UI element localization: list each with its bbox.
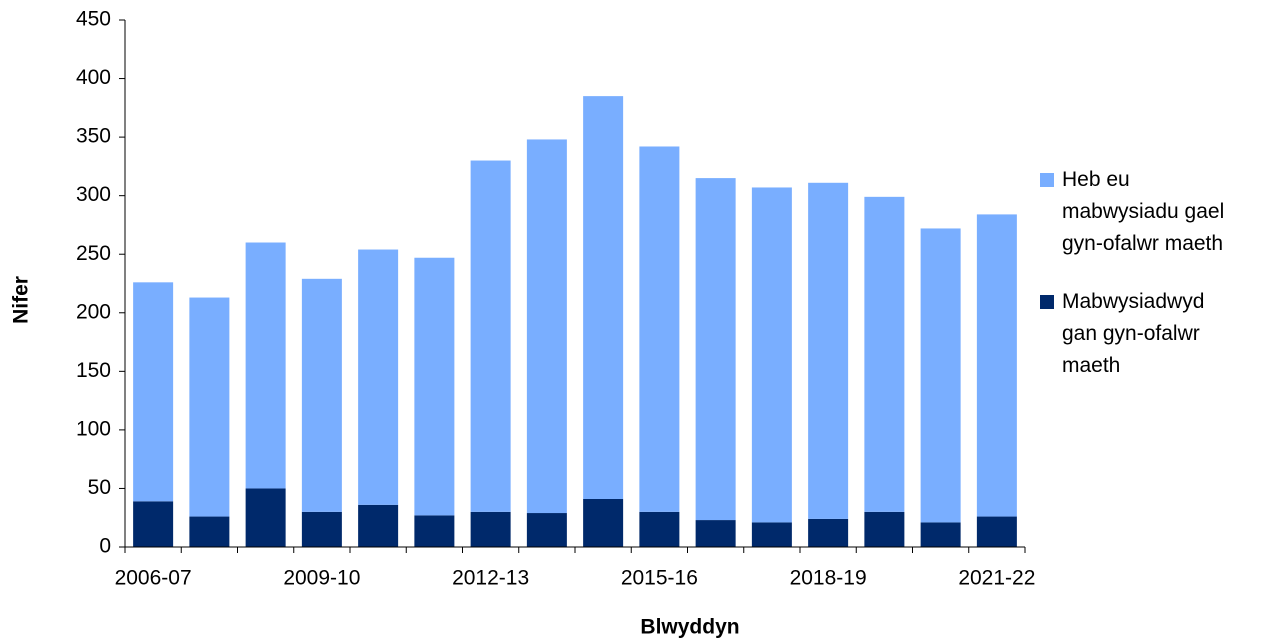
y-axis-label: Nifer <box>10 276 33 324</box>
legend-item: Mabwysiadwyd gan gyn-ofalwr maeth <box>1040 286 1245 382</box>
bar-segment <box>920 228 961 523</box>
bar-segment <box>301 511 342 547</box>
y-tick-label: 200 <box>76 300 111 323</box>
legend: Heb eu mabwysiadu gael gyn-ofalwr maeth M… <box>1040 164 1245 408</box>
legend-label: Heb eu mabwysiadu gael gyn-ofalwr maeth <box>1062 168 1225 255</box>
bar-segment <box>301 278 342 512</box>
bar-segment <box>189 297 230 517</box>
bar-segment <box>808 518 849 547</box>
bar-segment <box>695 520 736 547</box>
bar-segment <box>808 182 849 519</box>
x-tick-label: 2012-13 <box>452 567 529 590</box>
x-tick-label: 2021-22 <box>958 567 1035 590</box>
bar-segment <box>864 196 905 512</box>
bar-segment <box>639 146 680 512</box>
x-axis-label: Blwyddyn <box>640 616 739 639</box>
bar-segment <box>526 139 567 514</box>
bar-segment <box>245 242 286 489</box>
bar-segment <box>751 522 792 547</box>
x-tick-label: 2015-16 <box>621 567 698 590</box>
bar-segment <box>639 511 680 547</box>
bar-segment <box>470 160 511 512</box>
x-tick-label: 2018-19 <box>790 567 867 590</box>
legend-swatch <box>1040 173 1054 187</box>
bar-segment <box>583 498 624 547</box>
bar-segment <box>976 516 1017 547</box>
legend-item: Heb eu mabwysiadu gael gyn-ofalwr maeth <box>1040 164 1245 260</box>
legend-label: Mabwysiadwyd gan gyn-ofalwr maeth <box>1062 290 1205 377</box>
y-tick-label: 150 <box>76 359 111 382</box>
y-tick-label: 250 <box>76 242 111 265</box>
y-tick-label: 450 <box>76 8 111 31</box>
bar-segment <box>470 511 511 547</box>
y-tick-label: 400 <box>76 66 111 89</box>
y-tick-label: 100 <box>76 417 111 440</box>
y-tick-label: 350 <box>76 125 111 148</box>
bar-segment <box>976 214 1017 517</box>
bar-segment <box>358 249 399 505</box>
x-tick-label: 2009-10 <box>283 567 360 590</box>
bar-segment <box>526 513 567 547</box>
bar-segment <box>695 178 736 521</box>
bar-segment <box>864 511 905 547</box>
y-tick-label: 50 <box>88 476 111 499</box>
x-tick-label: 2006-07 <box>115 567 192 590</box>
bar-segment <box>245 488 286 547</box>
bar-segment <box>751 187 792 523</box>
bar-segment <box>133 501 174 547</box>
bar-segment <box>583 96 624 499</box>
bar-segment <box>189 516 230 547</box>
bar-segment <box>414 257 455 516</box>
bar-segment <box>358 504 399 547</box>
legend-swatch <box>1040 295 1054 309</box>
bar-segment <box>133 282 174 502</box>
y-tick-label: 300 <box>76 183 111 206</box>
bar-segment <box>920 522 961 547</box>
bar-segment <box>414 515 455 547</box>
y-tick-label: 0 <box>99 535 111 558</box>
